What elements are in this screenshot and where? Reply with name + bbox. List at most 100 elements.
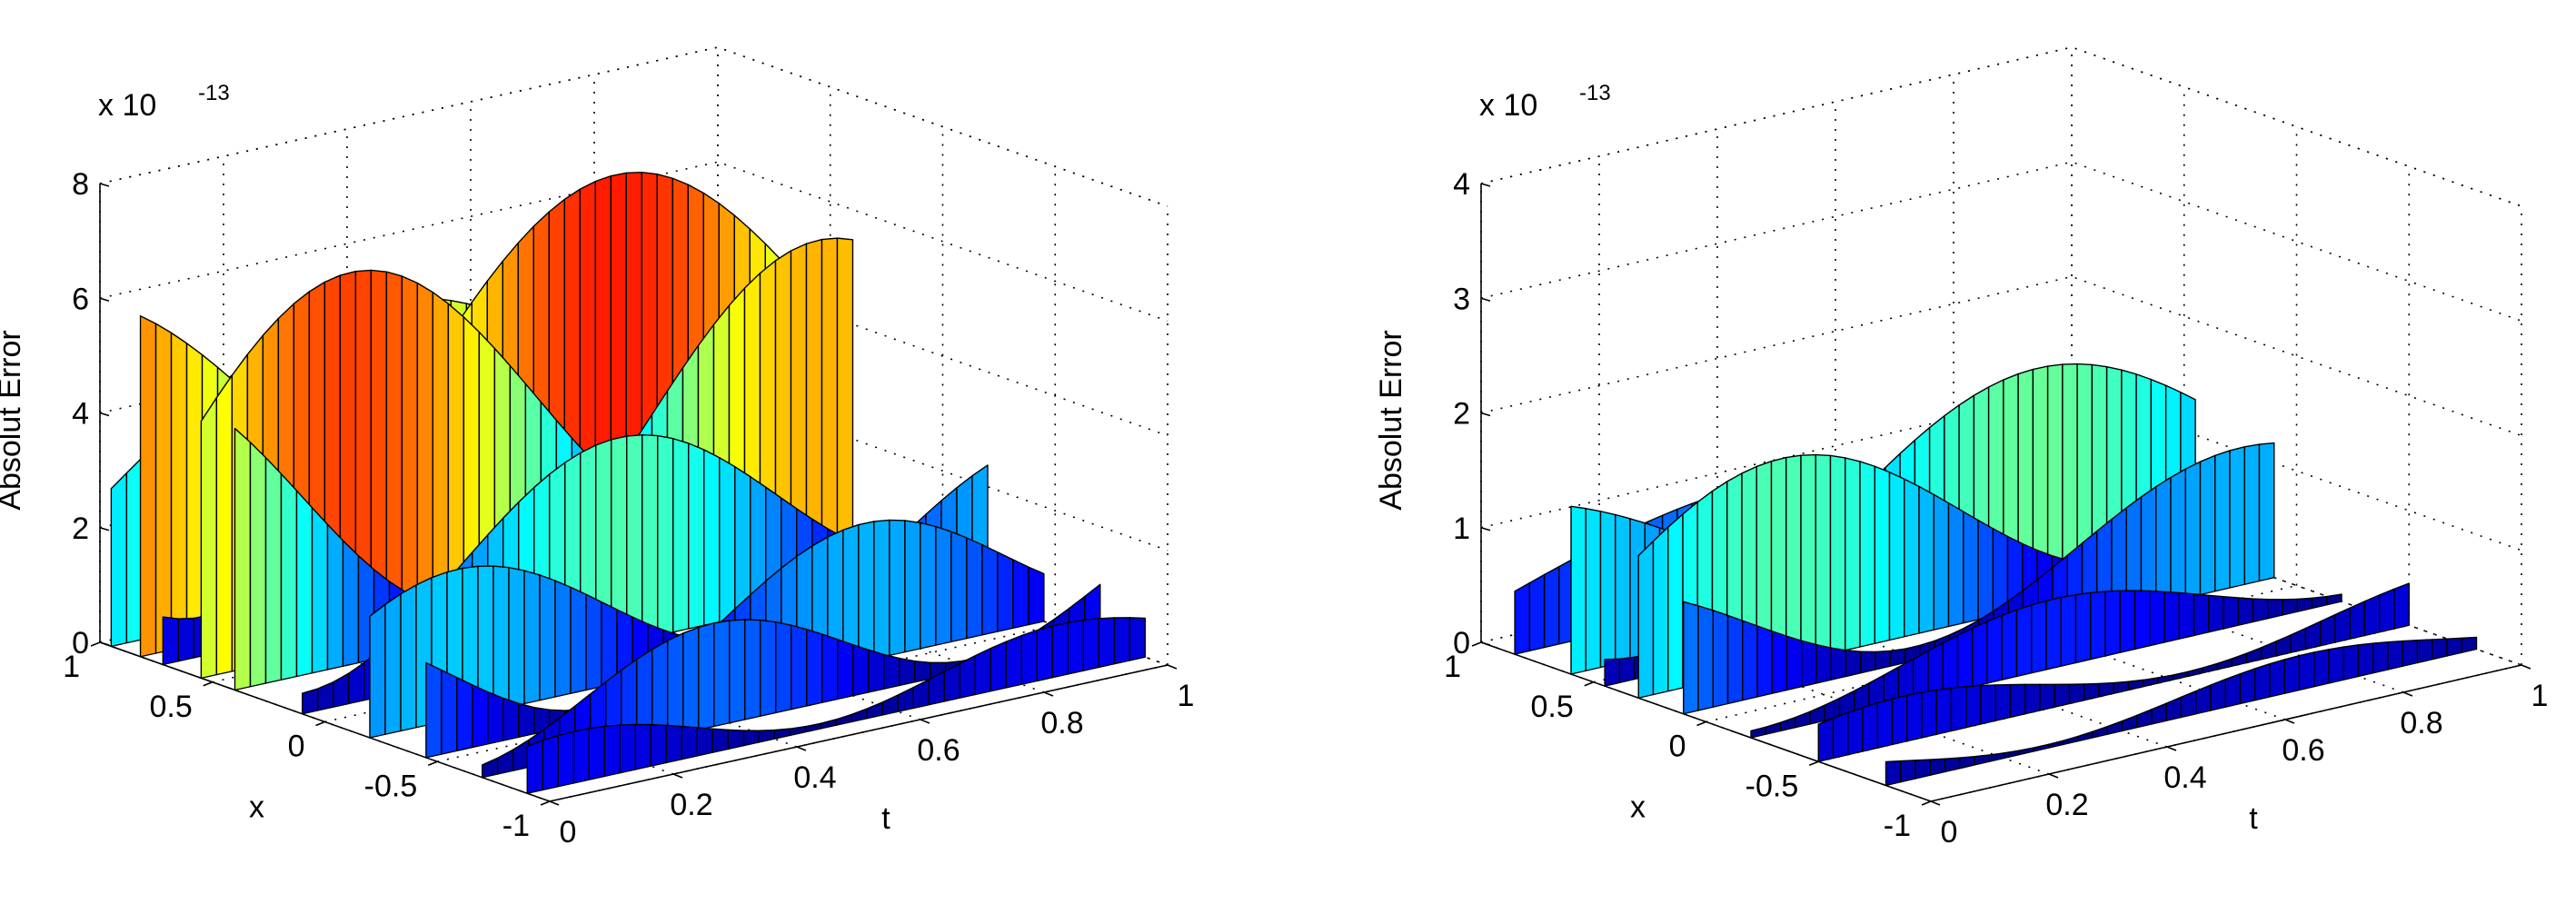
surface-facet — [1599, 511, 1616, 669]
x-tick — [427, 760, 438, 766]
surface-facet — [836, 237, 854, 558]
z-tick-label: 4 — [1453, 167, 1470, 202]
surface-plot-1: 0 0.2 0.4 0.6 0.8 1 1 0.5 0 -0.5 -1 0 2 4 6 8 t x Absolut … — [0, 46, 1195, 849]
surface-facet — [2223, 596, 2239, 630]
surface-facet — [1801, 640, 1817, 688]
surface-facet — [401, 275, 419, 635]
surface-facet — [1098, 617, 1115, 669]
surface-facet — [1683, 601, 1699, 715]
surface-facet — [2018, 747, 2034, 756]
x-tick-label: 1 — [1444, 650, 1461, 684]
surface-facet — [1637, 540, 1655, 699]
x-tick-label: -0.5 — [1746, 769, 1799, 803]
surface-facet — [758, 729, 775, 743]
surface-facet — [2267, 598, 2283, 620]
surface-facet — [2074, 591, 2092, 664]
surface-facet — [2461, 636, 2478, 653]
surface-facet — [1697, 605, 1714, 711]
surface-facet — [959, 655, 976, 699]
t-tick — [920, 719, 930, 724]
z-tick — [99, 526, 110, 531]
t-tick-label: 0.6 — [2282, 733, 2324, 768]
surface-facet — [2363, 594, 2381, 637]
surface-facet — [667, 632, 684, 738]
surface-facet — [482, 757, 499, 779]
surface-facet — [1726, 614, 1744, 705]
surface — [1514, 363, 2478, 787]
surface-facet — [2202, 662, 2218, 674]
surface-facet — [672, 438, 690, 633]
surface-facet — [518, 702, 535, 739]
surface-facet — [805, 238, 823, 565]
surface-facet — [1889, 648, 1906, 667]
surface-facet — [2199, 454, 2216, 596]
surface-facet — [2155, 476, 2172, 606]
surface-facet — [650, 723, 667, 767]
surface-facet — [1830, 647, 1847, 680]
surface-facet — [852, 643, 870, 697]
t-tick-label: 0 — [560, 815, 577, 849]
surface-facet — [1947, 502, 1964, 628]
z-tick-label: 3 — [1453, 282, 1470, 316]
surface-facet — [2033, 743, 2049, 752]
surface-facet — [317, 681, 334, 711]
surface-facet — [1604, 658, 1621, 687]
surface-facet — [974, 647, 991, 696]
surface-facet — [1012, 559, 1029, 630]
surface-facet — [249, 442, 267, 688]
surface-facet — [966, 537, 983, 640]
surface-facet — [850, 708, 868, 723]
x-tick-label: -0.5 — [364, 769, 418, 803]
surface-facet — [348, 661, 365, 705]
surface-facet — [110, 472, 128, 648]
surface-facet — [542, 734, 559, 791]
surface-facet — [791, 624, 808, 710]
surface-facet — [441, 669, 458, 755]
z-exponent-base: x 10 — [98, 88, 156, 123]
surface-facet — [425, 661, 443, 759]
surface-facet — [2387, 640, 2403, 671]
surface-facet — [1005, 634, 1022, 689]
z-axis-label: Absolut Error — [1374, 330, 1408, 510]
t-tick-label: 1 — [1178, 679, 1195, 713]
surface-facet — [665, 724, 682, 764]
surface-facet — [1942, 634, 1959, 694]
surface-facet — [1935, 687, 1953, 735]
surface-facet — [1771, 631, 1788, 694]
surface-facet — [1972, 621, 1988, 688]
surface-facet — [2296, 597, 2313, 612]
surface-plot-2: 00.20.40.60.8110.50-0.5-101234txAbsolut … — [1374, 46, 2548, 849]
surface-facet — [713, 620, 731, 728]
surface-facet — [1875, 650, 1891, 671]
surface-facet — [384, 593, 402, 735]
surface-facet — [935, 525, 952, 646]
z-tick-label: 0 — [72, 626, 89, 661]
surface-facet — [2127, 679, 2144, 691]
surface-facet — [806, 629, 823, 707]
surface-facet — [821, 633, 839, 703]
t-tick — [1043, 691, 1054, 697]
surface-facet — [1944, 757, 1961, 773]
surface-facet — [1051, 621, 1069, 679]
surface-facet — [369, 603, 386, 739]
surface-facet — [2275, 634, 2292, 657]
surface-facet — [744, 619, 761, 720]
surface-facet — [997, 551, 1014, 632]
surface-facet — [1712, 610, 1729, 708]
t-axis-label: t — [881, 801, 890, 836]
surface-facet — [523, 570, 541, 705]
surface-facet — [2313, 649, 2330, 688]
box-top-edge — [1480, 46, 2522, 207]
surface-facet — [2416, 639, 2433, 664]
surface-facet — [1977, 519, 1994, 621]
surface-facet — [727, 729, 744, 750]
surface-facet — [1845, 649, 1862, 678]
surface-facet — [698, 622, 715, 730]
surface-facet — [1067, 619, 1084, 675]
x-tick — [1584, 681, 1595, 687]
surface-facet — [775, 621, 792, 714]
surface-facet — [1900, 760, 1916, 783]
surface-facet — [2282, 598, 2298, 616]
surface-facet — [719, 457, 736, 623]
surface-facet — [804, 722, 821, 733]
